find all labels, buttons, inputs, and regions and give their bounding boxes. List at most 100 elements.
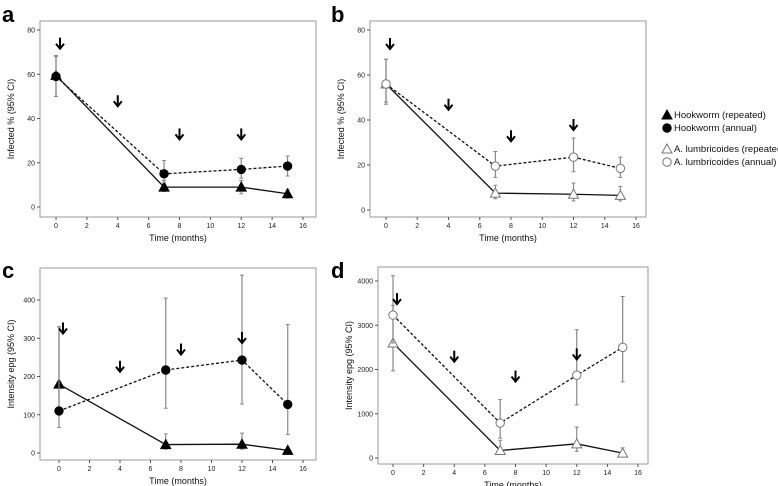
series-line: [385, 83, 621, 170]
data-point: [161, 365, 171, 375]
data-point: [237, 355, 247, 365]
series-a-lumbricoides-annual-: [381, 58, 626, 178]
y-tick-label: 2000: [357, 367, 373, 374]
data-point: [495, 418, 505, 428]
x-tick-label: 16: [299, 466, 307, 473]
y-tick-label: 1000: [357, 411, 373, 418]
x-axis-label: Time (months): [149, 233, 207, 243]
legend-item: A. lumbricoides (repeated): [661, 142, 778, 155]
y-axis-label: Intensity epg (95% CI): [6, 319, 16, 408]
plot-frame: [369, 20, 647, 218]
arrow-head: [115, 366, 125, 374]
data-point: [388, 310, 398, 320]
arrow-head: [176, 348, 186, 357]
y-tick-label: 400: [23, 298, 35, 305]
y-tick-label: 0: [361, 208, 365, 215]
panel-label: d: [331, 258, 344, 283]
x-tick-label: 4: [118, 466, 122, 473]
data-point: [572, 370, 582, 380]
data-point: [568, 152, 579, 162]
arrow-head: [449, 356, 460, 364]
legend-item: A. lumbricoides (annual): [662, 157, 776, 168]
data-point: [489, 187, 502, 198]
x-axis-label: Time (months): [479, 233, 537, 243]
x-tick-label: 6: [149, 466, 153, 473]
x-tick-label: 10: [206, 223, 214, 230]
y-tick-label: 60: [357, 73, 365, 80]
arrow-down-icon: [112, 95, 123, 108]
legend-label: Hookworm (repeated): [674, 110, 766, 121]
data-point: [159, 169, 169, 179]
arrow-head: [174, 133, 185, 142]
y-tick-label: 40: [357, 118, 365, 125]
arrow-head: [385, 43, 395, 51]
data-point: [570, 437, 583, 449]
legend-marker-triangle: [661, 108, 673, 120]
data-point: [490, 161, 501, 171]
x-axis-label: Time (months): [149, 476, 207, 486]
panel-d: d 0 2 4 6 8 10 12 14 16 0 1000 2000 3000 4000 Time (mon…: [331, 258, 649, 486]
arrow-down-icon: [58, 322, 68, 336]
x-tick-label: 8: [178, 223, 182, 230]
arrow-down-icon: [392, 293, 402, 306]
panel-c: c 0 2 4 6 8 10 12 14 16 0 100 200 300 400 Time (months)…: [2, 258, 317, 486]
y-tick-label: 300: [23, 336, 35, 343]
data-point: [54, 406, 64, 416]
data-point: [614, 189, 627, 200]
x-tick-label: 0: [384, 223, 388, 230]
panel-b: b 0 2 4 6 8 10 12 14 16 0 20 40 60 80 Time (months) Infe…: [331, 2, 647, 243]
arrow-head: [58, 327, 68, 336]
panel-label: a: [2, 2, 15, 27]
arrow-down-icon: [510, 370, 521, 384]
data-point: [615, 163, 626, 174]
x-tick-label: 16: [632, 223, 640, 230]
x-tick-label: 2: [88, 466, 92, 473]
x-tick-label: 2: [85, 223, 89, 230]
series-hookworm-annual-: [54, 274, 293, 436]
legend-item: Hookworm (annual): [662, 123, 757, 134]
data-point: [616, 447, 629, 458]
x-tick-label: 0: [54, 223, 58, 230]
series-a-lumbricoides-repeated-: [387, 304, 629, 458]
y-tick-label: 0: [31, 205, 35, 212]
data-point: [567, 188, 580, 199]
arrow-down-icon: [449, 350, 460, 364]
x-tick-label: 4: [116, 223, 120, 230]
x-tick-label: 12: [238, 466, 246, 473]
y-tick-label: 200: [23, 374, 35, 381]
data-point: [281, 187, 294, 199]
x-tick-label: 0: [57, 466, 61, 473]
series-line: [55, 74, 288, 195]
legend-label: A. lumbricoides (annual): [674, 157, 776, 168]
data-point: [51, 71, 61, 82]
arrow-down-icon: [568, 119, 579, 132]
x-tick-label: 6: [147, 223, 151, 230]
arrow-down-icon: [176, 343, 186, 357]
data-point: [617, 342, 628, 353]
x-tick-label: 14: [601, 223, 609, 230]
x-tick-label: 2: [422, 470, 426, 477]
data-point: [159, 438, 172, 450]
y-tick-label: 60: [27, 72, 35, 79]
y-tick-label: 20: [27, 160, 35, 167]
arrow-head: [568, 124, 579, 132]
legend-item: Hookworm (repeated): [661, 108, 766, 121]
x-tick-label: 8: [179, 466, 183, 473]
arrow-down-icon: [174, 128, 185, 142]
data-point: [381, 79, 391, 89]
x-tick-label: 10: [542, 470, 550, 477]
arrow-head: [510, 375, 521, 384]
y-axis-label: Infected % (95% CI): [6, 79, 16, 160]
panel-a: a 0 2 4 6 8 10 12 14 16 0 20 40 60 80 Time (months) Infe…: [2, 2, 317, 243]
arrow-down-icon: [506, 130, 516, 143]
legend-marker-circle: [662, 157, 672, 167]
arrow-down-icon: [571, 348, 582, 362]
x-tick-label: 8: [509, 223, 513, 230]
panel-label: b: [331, 2, 344, 27]
arrow-down-icon: [55, 37, 65, 51]
y-tick-label: 0: [31, 451, 35, 458]
y-tick-label: 20: [357, 163, 365, 170]
legend-label: A. lumbricoides (repeated): [674, 144, 778, 155]
legend-marker-circle: [662, 123, 672, 133]
x-tick-label: 12: [237, 223, 245, 230]
